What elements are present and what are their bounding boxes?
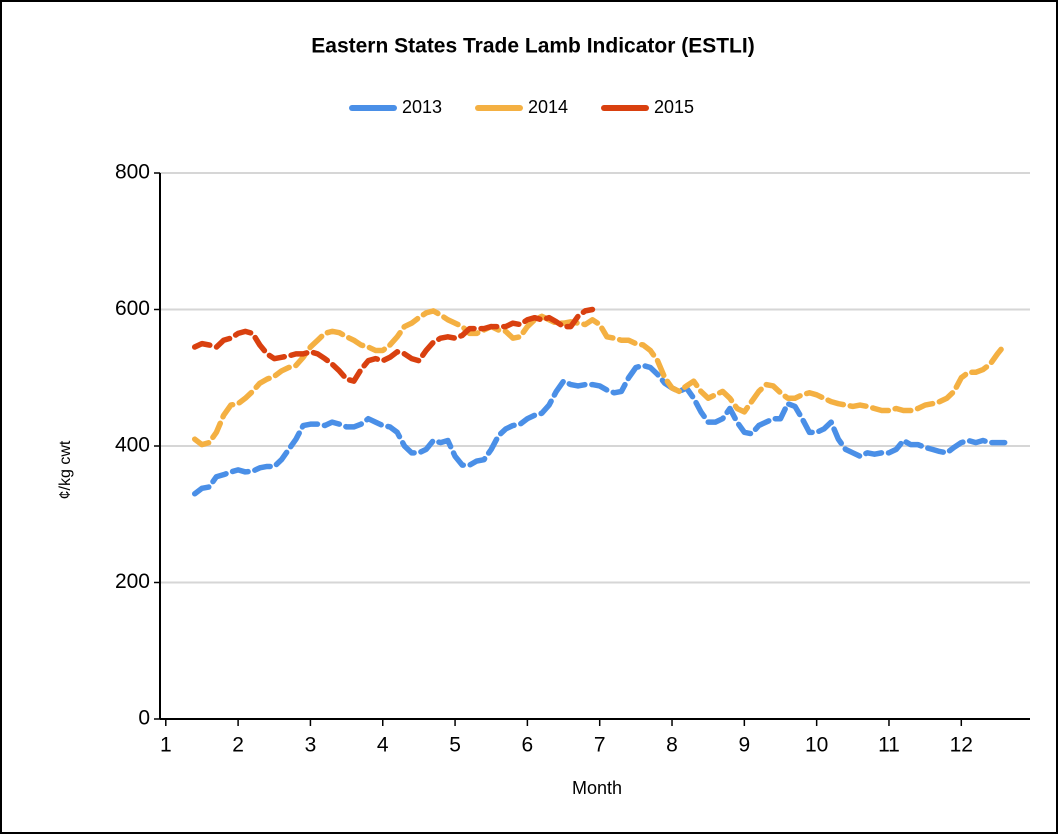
x-tick-label: 1 [160, 734, 172, 757]
y-tick-label: 0 [138, 707, 150, 730]
x-tick-label: 8 [666, 734, 678, 757]
legend-label: 2015 [654, 97, 694, 117]
x-tick-label: 9 [738, 734, 750, 757]
series-line [191, 306, 596, 384]
legend-label: 2013 [402, 97, 442, 117]
x-axis-label: Month [572, 778, 622, 798]
x-tick-label: 10 [805, 734, 828, 757]
x-tick-label: 4 [377, 734, 389, 757]
x-tick-label: 7 [594, 734, 606, 757]
x-tick-label: 12 [950, 734, 973, 757]
x-tick-label: 5 [449, 734, 461, 757]
x-tick-label: 3 [305, 734, 317, 757]
y-tick-label: 400 [115, 434, 150, 457]
y-tick-label: 200 [115, 570, 150, 593]
y-tick-label: 800 [115, 161, 150, 184]
chart-title: Eastern States Trade Lamb Indicator (EST… [311, 35, 754, 58]
y-axis-label: ¢/kg cwt [57, 440, 74, 499]
x-tick-label: 2 [232, 734, 244, 757]
series-line [191, 362, 1008, 497]
x-tick-label: 6 [522, 734, 534, 757]
series-line [191, 308, 1008, 448]
legend-label: 2014 [528, 97, 568, 117]
x-tick-label: 11 [878, 734, 900, 757]
y-tick-label: 600 [115, 297, 150, 320]
